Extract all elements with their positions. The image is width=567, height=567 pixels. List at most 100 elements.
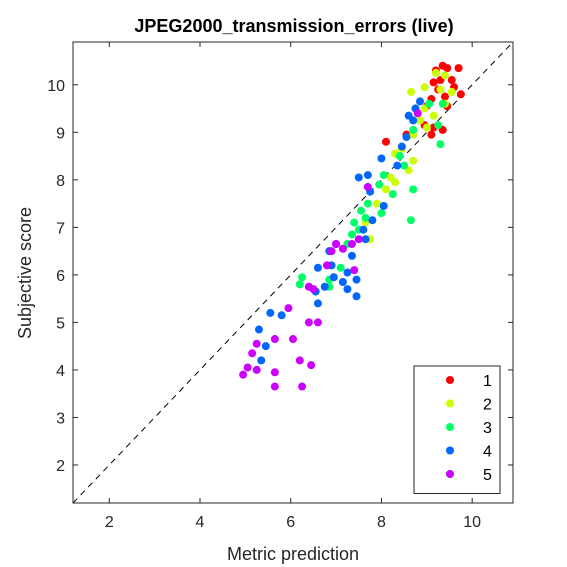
- legend-marker: [446, 399, 454, 408]
- data-point-series-4: [352, 292, 361, 301]
- data-point-series-4: [313, 263, 322, 272]
- y-tick-label: 2: [56, 458, 65, 475]
- data-point-series-3: [425, 99, 434, 108]
- y-tick-label: 3: [56, 410, 65, 427]
- data-point-series-4: [377, 154, 386, 163]
- data-point-series-2: [436, 85, 445, 94]
- data-point-series-5: [350, 266, 359, 275]
- y-tick-label: 10: [47, 78, 65, 95]
- legend-marker: [446, 423, 454, 431]
- data-point-series-4: [352, 275, 361, 284]
- data-point-series-5: [413, 109, 422, 118]
- plot-frame: [72, 41, 514, 504]
- data-point-series-5: [289, 335, 297, 344]
- data-point-series-3: [388, 190, 397, 199]
- data-point-series-3: [406, 216, 415, 225]
- data-point-series-1: [427, 130, 436, 139]
- data-point-series-2: [431, 68, 440, 77]
- legend-label: 2: [483, 397, 492, 414]
- data-point-series-3: [347, 230, 356, 239]
- data-point-series-4: [393, 161, 402, 170]
- data-point-series-2: [406, 87, 415, 96]
- data-point-series-3: [409, 185, 418, 194]
- data-point-series-4: [343, 285, 352, 294]
- x-tick-label: 10: [463, 514, 481, 531]
- data-point-series-5: [298, 382, 307, 391]
- data-point-series-5: [270, 382, 279, 391]
- data-point-series-4: [329, 273, 338, 282]
- y-axis-label: Subjective score: [15, 207, 35, 339]
- data-point-series-5: [347, 239, 356, 248]
- data-point-series-2: [409, 156, 418, 165]
- legend-label: 3: [483, 420, 492, 437]
- data-point-series-3: [357, 206, 366, 215]
- data-point-series-5: [252, 339, 261, 348]
- data-point-series-2: [372, 199, 381, 208]
- data-point-series-4: [313, 299, 322, 308]
- data-point-series-3: [395, 152, 404, 161]
- data-point-series-5: [270, 368, 279, 377]
- data-point-series-4: [343, 268, 352, 277]
- data-point-series-5: [338, 244, 347, 253]
- data-point-series-3: [434, 121, 443, 130]
- y-tick-label: 7: [56, 220, 65, 237]
- y-tick-label: 8: [56, 173, 65, 190]
- data-point-series-5: [252, 365, 261, 374]
- legend-label: 5: [483, 467, 492, 484]
- x-tick-label: 8: [377, 514, 386, 531]
- legend-marker: [446, 446, 454, 455]
- data-point-series-1: [429, 78, 438, 87]
- data-point-series-4: [266, 308, 275, 317]
- data-point-series-1: [440, 92, 449, 101]
- legend: 1 2 3 4 5: [413, 365, 501, 494]
- diagonal-reference-line: [72, 41, 514, 504]
- data-point-series-5: [248, 349, 257, 358]
- data-point-series-2: [447, 87, 456, 96]
- data-point-series-5: [304, 282, 313, 291]
- y-tick-label: 9: [56, 125, 65, 142]
- data-point-series-3: [363, 199, 372, 208]
- data-point-series-2: [381, 185, 390, 194]
- data-point-series-3: [298, 273, 307, 282]
- data-point-series-3: [379, 171, 388, 180]
- data-point-series-5: [270, 335, 279, 344]
- data-point-series-2: [422, 123, 431, 132]
- data-point-series-5: [243, 363, 252, 372]
- data-point-series-4: [347, 251, 356, 260]
- data-point-series-5: [284, 304, 293, 313]
- data-point-series-4: [368, 216, 377, 225]
- data-point-series-4: [416, 97, 425, 106]
- data-point-series-5: [313, 318, 322, 327]
- data-point-series-3: [400, 161, 409, 170]
- data-point-series-1: [381, 137, 390, 146]
- legend-marker: [446, 376, 454, 384]
- data-point-series-4: [402, 133, 411, 142]
- data-point-series-3: [361, 213, 370, 222]
- data-point-series-3: [295, 280, 304, 289]
- data-point-series-4: [320, 282, 329, 291]
- data-point-series-5: [327, 247, 336, 256]
- data-point-series-1: [454, 64, 463, 73]
- data-point-series-4: [254, 325, 263, 334]
- data-point-series-4: [397, 142, 406, 151]
- data-point-series-4: [361, 235, 370, 244]
- data-point-series-2: [420, 83, 429, 92]
- data-point-series-5: [354, 235, 363, 244]
- y-tick-label: 4: [56, 363, 65, 380]
- data-point-series-3: [375, 180, 384, 189]
- data-point-series-2: [416, 116, 425, 125]
- legend-box: [413, 365, 501, 494]
- data-point-series-4: [363, 171, 372, 180]
- legend-label: 4: [483, 444, 492, 461]
- data-point-series-4: [409, 116, 418, 125]
- data-point-series-1: [443, 64, 452, 73]
- data-point-series-5: [323, 261, 332, 270]
- data-points: [239, 61, 465, 391]
- data-point-series-3: [436, 140, 445, 149]
- data-point-series-5: [363, 182, 372, 191]
- data-point-series-4: [359, 225, 368, 234]
- data-point-series-4: [261, 342, 270, 351]
- data-point-series-3: [409, 125, 418, 134]
- data-point-series-3: [377, 209, 386, 218]
